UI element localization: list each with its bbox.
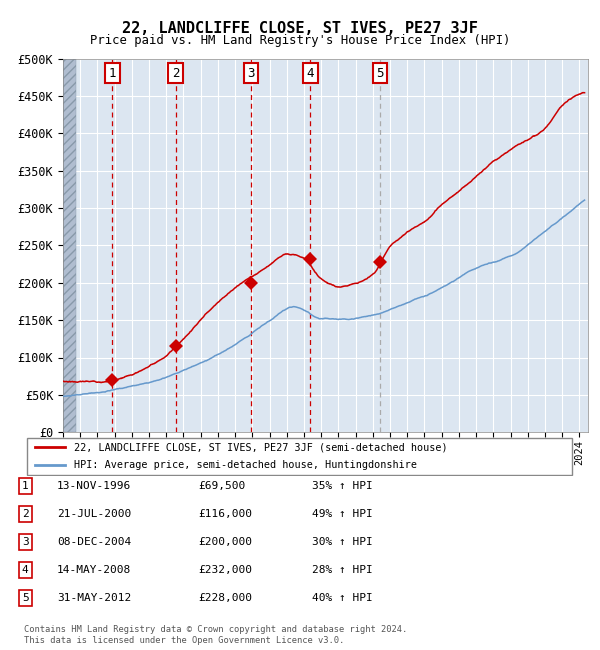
Text: £200,000: £200,000	[198, 537, 252, 547]
Text: HPI: Average price, semi-detached house, Huntingdonshire: HPI: Average price, semi-detached house,…	[74, 460, 416, 470]
Text: 5: 5	[376, 67, 384, 80]
Text: 35% ↑ HPI: 35% ↑ HPI	[312, 481, 373, 491]
Text: 08-DEC-2004: 08-DEC-2004	[57, 537, 131, 547]
Text: 28% ↑ HPI: 28% ↑ HPI	[312, 565, 373, 575]
Text: 14-MAY-2008: 14-MAY-2008	[57, 565, 131, 575]
Text: 4: 4	[307, 67, 314, 80]
Text: £69,500: £69,500	[198, 481, 245, 491]
Bar	[63, 58, 76, 432]
FancyBboxPatch shape	[27, 437, 572, 475]
Text: Price paid vs. HM Land Registry's House Price Index (HPI): Price paid vs. HM Land Registry's House …	[90, 34, 510, 47]
Text: 2: 2	[22, 509, 29, 519]
Text: 4: 4	[22, 565, 29, 575]
Text: 30% ↑ HPI: 30% ↑ HPI	[312, 537, 373, 547]
Text: 1: 1	[109, 67, 116, 80]
Text: 3: 3	[22, 537, 29, 547]
Text: 31-MAY-2012: 31-MAY-2012	[57, 593, 131, 603]
Text: Contains HM Land Registry data © Crown copyright and database right 2024.
This d: Contains HM Land Registry data © Crown c…	[24, 625, 407, 645]
Text: 2: 2	[172, 67, 179, 80]
Text: 40% ↑ HPI: 40% ↑ HPI	[312, 593, 373, 603]
Text: 49% ↑ HPI: 49% ↑ HPI	[312, 509, 373, 519]
Text: 22, LANDCLIFFE CLOSE, ST IVES, PE27 3JF: 22, LANDCLIFFE CLOSE, ST IVES, PE27 3JF	[122, 21, 478, 36]
Text: £232,000: £232,000	[198, 565, 252, 575]
Bar	[63, 58, 76, 432]
Text: 13-NOV-1996: 13-NOV-1996	[57, 481, 131, 491]
Text: 3: 3	[247, 67, 255, 80]
Text: 21-JUL-2000: 21-JUL-2000	[57, 509, 131, 519]
Text: £116,000: £116,000	[198, 509, 252, 519]
Text: 1: 1	[22, 481, 29, 491]
Text: £228,000: £228,000	[198, 593, 252, 603]
Text: 22, LANDCLIFFE CLOSE, ST IVES, PE27 3JF (semi-detached house): 22, LANDCLIFFE CLOSE, ST IVES, PE27 3JF …	[74, 443, 448, 452]
Text: 5: 5	[22, 593, 29, 603]
